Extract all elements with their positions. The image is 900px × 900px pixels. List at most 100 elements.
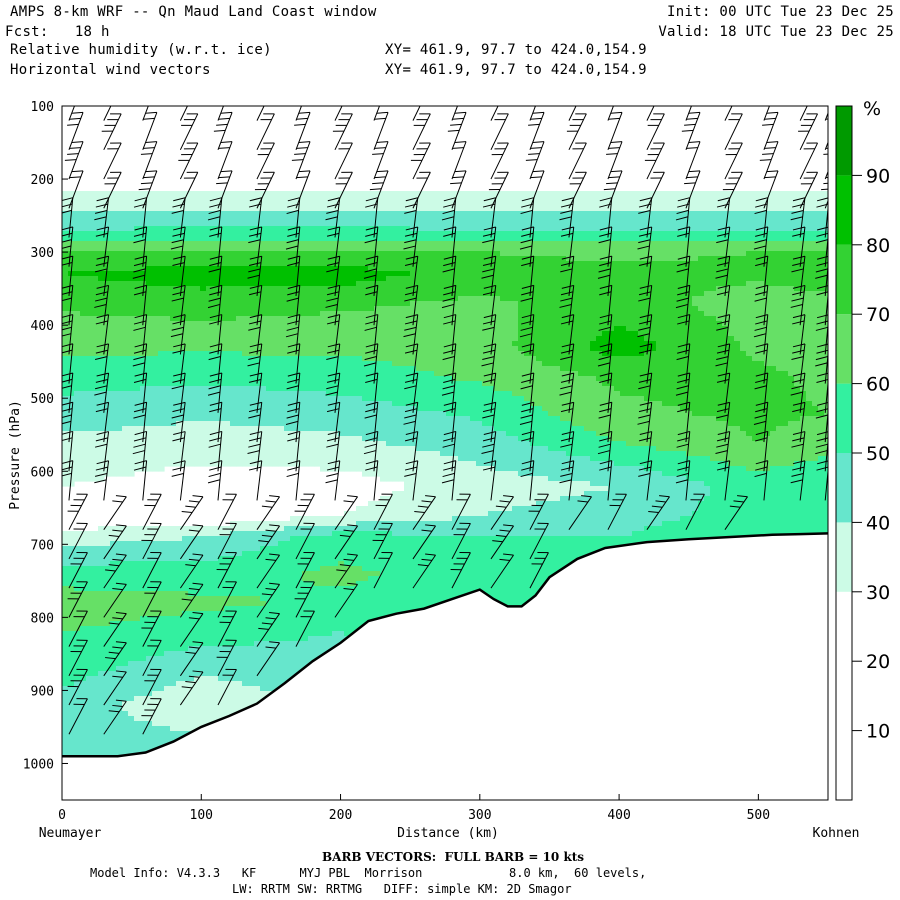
barb-flag [755,408,768,413]
barb-flag [105,569,116,572]
barb-flag [659,495,670,498]
rh-cell [362,531,369,572]
barb-flag [62,209,72,214]
rh-cell [752,191,759,212]
rh-cell [152,616,159,657]
wind-barb [638,284,653,326]
wind-barb [637,226,653,267]
barb-flag [248,349,262,354]
barb-flag [192,641,204,644]
barb-flag [792,466,805,471]
rh-cell [236,266,243,287]
rh-cell [158,426,165,472]
rh-cell [266,251,273,267]
rh-cell [242,356,249,387]
rh-cell [362,521,369,532]
wind-barb [755,430,769,472]
rh-cell [578,496,585,537]
rh-cell [806,241,813,252]
rh-cell [476,191,483,212]
rh-cell [674,406,681,452]
wind-barb [285,226,301,267]
wind-barb [568,142,587,180]
barb-flag [326,408,340,413]
barb-flag [603,188,616,191]
wind-barb [68,639,88,677]
barb-flag [173,197,186,202]
rh-cell [608,461,615,537]
rh-cell [812,406,819,417]
rh-cell [806,401,813,417]
rh-cell [806,291,813,402]
rh-cell [62,241,69,252]
rh-cell [470,296,477,382]
rh-cell [164,241,171,252]
rh-cell [794,291,801,387]
colorbar-tick-label: 20 [866,651,890,673]
wind-barb [607,111,623,151]
wind-barb [217,522,237,560]
barb-flag [482,268,495,273]
rh-cell [80,591,87,627]
wind-barb [606,141,623,180]
rh-cell [170,591,177,617]
barb-flag [790,304,803,308]
barb-flag [816,431,828,436]
rh-cell [320,191,327,212]
rh-cell [596,486,603,492]
rh-cell [170,541,177,562]
barb-flag [454,141,467,143]
rh-cell [92,231,99,242]
rh-cell [734,341,741,427]
barb-flag [192,495,204,498]
rh-cell [422,211,429,232]
barb-flag [530,117,542,120]
rh-cell [290,191,297,212]
wind-barb [638,255,653,296]
barb-flag [248,262,262,266]
rh-cell [362,401,369,442]
rh-cell [698,191,705,212]
barb-flag [791,268,804,273]
wind-barb [142,83,156,121]
rh-cell [782,211,789,232]
barb-flag [483,431,496,435]
barb-flag [559,479,572,484]
barb-flag [521,437,534,442]
rh-cell [176,616,183,652]
barb-flag [326,378,340,383]
wind-barb [285,401,301,443]
rh-cell [536,446,543,477]
wind-barb [217,106,225,121]
wind-barb [363,343,379,384]
wind-barb [482,401,497,443]
barb-flag [185,505,196,508]
rh-cell [440,411,447,457]
rh-cell [206,191,213,212]
rh-cell [314,191,321,212]
rh-cell [122,356,129,392]
barb-flag [62,245,72,249]
rh-cell [398,211,405,227]
rh-cell [650,341,657,352]
rh-cell [668,191,675,212]
rh-cell [536,231,543,242]
rh-cell [494,241,501,252]
barb-flag [145,141,157,143]
rh-cell [716,286,723,322]
rh-cell [296,286,303,317]
rh-cell [470,381,477,422]
barb-flag [145,83,156,84]
rh-cell [308,536,315,572]
wind-barb [216,552,237,589]
wind-barb [816,460,828,501]
barb-flag [404,326,417,331]
rh-cell [776,371,783,427]
rh-cell [470,211,477,232]
rh-cell [278,541,285,642]
rh-cell [350,191,357,212]
rh-cell [92,431,99,482]
rh-cell [242,531,249,552]
barb-flag [185,564,196,567]
wind-barb [525,141,545,180]
